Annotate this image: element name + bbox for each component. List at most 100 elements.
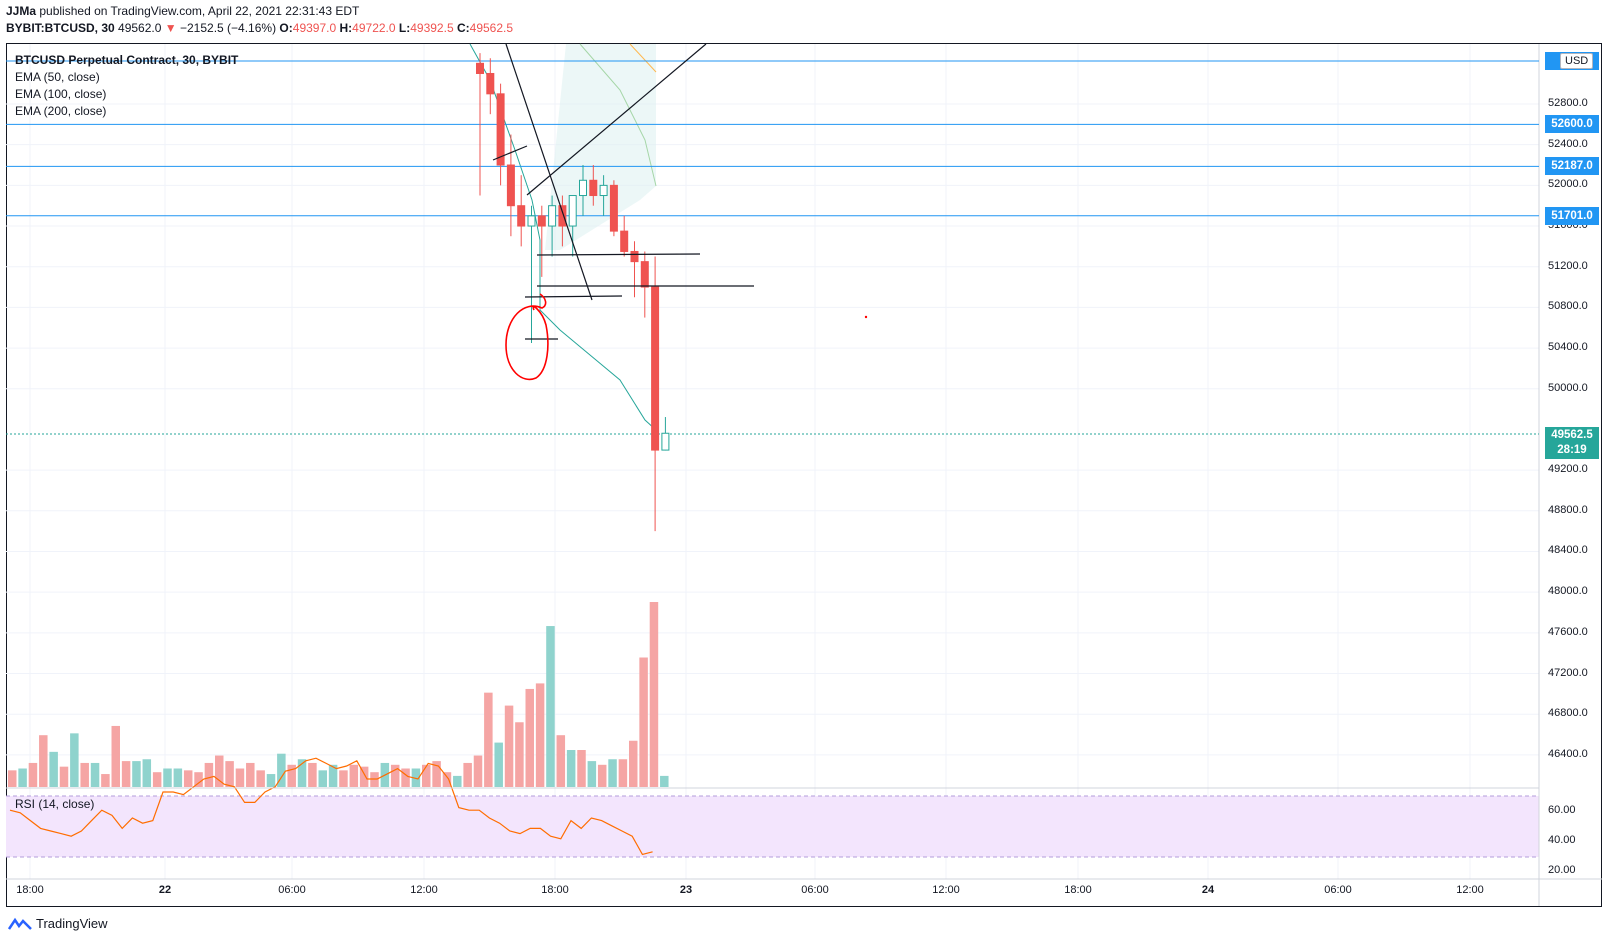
- time-tick: 06:00: [278, 884, 306, 896]
- volume-bar: [163, 768, 172, 787]
- current-price-value: 49562.5: [1551, 429, 1593, 441]
- candle-body: [661, 432, 670, 451]
- volume-bar: [484, 692, 493, 787]
- candle-body: [548, 205, 557, 227]
- candle-body: [620, 230, 629, 252]
- candle-body: [589, 179, 598, 197]
- volume-bar: [18, 768, 27, 787]
- candle-body: [517, 205, 526, 227]
- price-tick: 48800.0: [1548, 503, 1588, 516]
- time-tick: 12:00: [410, 884, 438, 896]
- chart-legend: BTCUSD Perpetual Contract, 30, BYBIT EMA…: [15, 52, 238, 120]
- last-price: 49562.0: [118, 21, 162, 35]
- price-tick: 46400.0: [1548, 747, 1588, 760]
- time-tick: 12:00: [932, 884, 960, 896]
- candle-body: [640, 261, 649, 288]
- volume-bar: [39, 735, 48, 787]
- high-value: 49722.0: [352, 21, 396, 35]
- volume-bar: [618, 759, 628, 787]
- dot-marker: [864, 315, 868, 319]
- price-tick: 49200.0: [1548, 463, 1588, 476]
- support-line-1: [536, 253, 701, 256]
- volume-bar: [132, 761, 141, 787]
- candle-body: [486, 72, 495, 95]
- volume-bar: [70, 733, 79, 787]
- candle-body: [568, 195, 577, 227]
- price-tick: 51200.0: [1548, 259, 1588, 272]
- level-lines: [6, 60, 1539, 217]
- time-tick: 18:00: [16, 884, 44, 896]
- currency-badge[interactable]: USD: [1560, 53, 1594, 69]
- volume-bar: [494, 742, 503, 787]
- tradingview-logo-icon: [8, 917, 32, 930]
- volume-bar: [8, 770, 17, 787]
- volume-bar: [328, 764, 338, 787]
- volume-bar: [297, 759, 307, 787]
- close-label: C:: [456, 21, 470, 35]
- rsi-tick: 20.00: [1548, 864, 1576, 876]
- volume-bar: [173, 768, 183, 787]
- volume-bar: [49, 751, 58, 787]
- open-value: 49397.0: [292, 21, 337, 35]
- price-tick: 52400.0: [1548, 137, 1588, 150]
- volume-bar: [266, 774, 276, 787]
- volume-bar: [194, 772, 203, 787]
- volume-bar: [235, 768, 245, 787]
- price-tick: 52000.0: [1548, 178, 1588, 191]
- volume-bar: [318, 770, 327, 787]
- volume-bar: [152, 772, 162, 787]
- change-arrow-icon: ▼: [164, 21, 177, 35]
- volume-bar: [28, 762, 38, 787]
- support-line-3: [524, 295, 623, 298]
- price-tick: 47200.0: [1548, 666, 1588, 679]
- volume-bar: [463, 762, 472, 787]
- time-tick: 18:00: [1064, 884, 1092, 896]
- volume-bar: [359, 766, 369, 787]
- candle-body: [651, 286, 660, 451]
- bar-countdown: 28:19: [1557, 444, 1587, 456]
- legend-ema-100[interactable]: EMA (100, close): [15, 87, 107, 101]
- price-tick: 50800.0: [1548, 300, 1588, 313]
- volume-bar: [111, 725, 120, 787]
- volume-bar: [525, 688, 534, 787]
- low-label: L:: [398, 21, 411, 35]
- candle-body: [558, 205, 567, 227]
- volume-bar: [649, 602, 659, 787]
- rsi-tick: 60.00: [1548, 804, 1576, 816]
- candle-body: [527, 215, 536, 227]
- author-name[interactable]: JJMa: [6, 4, 37, 18]
- trend-line-2: [526, 43, 707, 196]
- price-tick: 46800.0: [1548, 707, 1588, 720]
- quote-line: BYBIT:BTCUSD, 30 49562.0 ▼ −2152.5 (−4.1…: [6, 21, 513, 35]
- legend-ema-200[interactable]: EMA (200, close): [15, 104, 107, 118]
- level-price-label: 51701.0: [1545, 206, 1599, 225]
- volume-bar: [339, 770, 348, 787]
- price-tick: 50000.0: [1548, 381, 1588, 394]
- time-tick: 06:00: [801, 884, 829, 896]
- volume-bar: [90, 762, 100, 787]
- trend-line-1: [505, 43, 593, 301]
- volume-bar: [215, 755, 224, 787]
- price-tick: 52800.0: [1548, 97, 1588, 109]
- trend-line-3: [492, 145, 528, 161]
- price-tick: 48000.0: [1548, 585, 1588, 598]
- legend-title[interactable]: BTCUSD Perpetual Contract, 30, BYBIT: [15, 53, 239, 67]
- rsi-tick: 40.00: [1548, 834, 1576, 846]
- legend-ema-50[interactable]: EMA (50, close): [15, 70, 100, 84]
- time-tick: 12:00: [1456, 884, 1484, 896]
- volume-bar: [80, 762, 89, 787]
- volume-bar: [121, 761, 131, 787]
- volume-bar: [473, 755, 483, 787]
- candle-body: [496, 93, 505, 166]
- rsi-legend[interactable]: RSI (14, close): [15, 797, 95, 811]
- rsi-band: [6, 796, 1539, 857]
- price-tick: 50400.0: [1548, 341, 1588, 354]
- chart-frame[interactable]: [6, 43, 1602, 907]
- candle-body: [537, 215, 546, 227]
- volume-bar: [535, 683, 545, 787]
- candle-body: [579, 179, 587, 197]
- candle-body: [609, 184, 618, 232]
- ema-200-line: [579, 43, 657, 187]
- volume-bar: [256, 770, 265, 787]
